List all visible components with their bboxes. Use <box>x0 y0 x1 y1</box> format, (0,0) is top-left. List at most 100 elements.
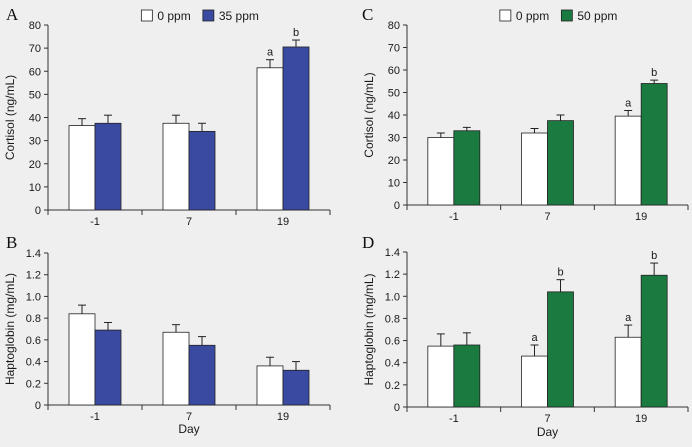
bar <box>162 122 190 211</box>
panel-c: C 0 10 20 30 40 50 60 70 80 -1 7 19 a b Cortisol (ng/mL… <box>362 5 689 223</box>
x-tick-label: 19 <box>635 211 647 223</box>
legend-label: 0 ppm <box>516 9 549 23</box>
panel-b: B 0 0.2 0.4 0.6 0.8 1.0 1.2 1.4 -1 7 19 Haptoglobin … <box>3 233 331 436</box>
legend-swatch <box>140 9 153 22</box>
bar <box>427 137 455 206</box>
y-tick-label: 0 <box>35 400 41 412</box>
bar <box>282 369 310 406</box>
y-tick-label: 40 <box>388 110 400 122</box>
bar <box>282 46 310 211</box>
bar <box>547 120 574 206</box>
y-tick-label: 1.0 <box>26 291 41 303</box>
y-axis-label: Haptoglobin (mg/mL) <box>362 273 376 385</box>
y-axis-label: Haptoglobin (mg/mL) <box>3 273 17 385</box>
y-tick-label: 0 <box>394 200 400 212</box>
legend-swatch <box>499 9 512 22</box>
y-tick-label: 50 <box>388 88 400 100</box>
y-tick-label: 0.8 <box>26 313 41 325</box>
y-tick-label: 80 <box>29 20 41 32</box>
x-axis-label: Day <box>178 422 199 436</box>
bar <box>188 130 216 211</box>
y-axis-label: Cortisol (ng/mL) <box>3 75 17 160</box>
bar <box>94 329 122 406</box>
y-tick-label: 1.2 <box>385 269 400 281</box>
x-tick-label: 7 <box>186 216 192 228</box>
bar <box>453 344 481 408</box>
y-tick-label: 0.2 <box>385 380 400 392</box>
panel-letter: A <box>6 5 19 24</box>
x-tick-label: 19 <box>635 413 647 425</box>
significance-label: b <box>557 267 563 279</box>
y-tick-label: 0 <box>35 205 41 217</box>
y-tick-label: 60 <box>388 65 400 77</box>
y-tick-label: 30 <box>388 133 400 145</box>
y-tick-label: 1.4 <box>385 247 400 259</box>
panel-a: A 0 10 20 30 40 50 60 70 80 -1 7 19 a b Cortisol (ng/mL… <box>3 5 331 228</box>
bar <box>256 67 284 211</box>
legend: 0 ppm 50 ppm <box>499 9 617 23</box>
bar <box>162 331 190 406</box>
significance-label: b <box>651 67 657 79</box>
y-tick-label: 20 <box>388 155 400 167</box>
y-tick-label: 0.4 <box>385 358 400 370</box>
significance-label: a <box>267 47 274 59</box>
x-tick-label: 7 <box>544 413 550 425</box>
x-tick-label: 19 <box>277 411 289 423</box>
bar <box>521 132 548 206</box>
panel-letter: C <box>362 5 373 24</box>
y-tick-label: 40 <box>29 113 41 125</box>
legend-swatch <box>560 9 573 22</box>
legend: 0 ppm 35 ppm <box>140 9 259 23</box>
bar <box>427 345 455 408</box>
y-tick-label: 1.2 <box>26 270 41 282</box>
x-tick-label: 19 <box>277 216 289 228</box>
significance-label: b <box>651 250 657 262</box>
y-tick-label: 20 <box>29 159 41 171</box>
y-tick-label: 70 <box>388 43 400 55</box>
x-tick-label: -1 <box>90 216 100 228</box>
panel-letter: B <box>6 233 17 252</box>
y-tick-label: 0.2 <box>26 378 41 390</box>
y-tick-label: 0 <box>394 402 400 414</box>
y-tick-label: 60 <box>29 66 41 78</box>
legend-label: 50 ppm <box>577 9 617 23</box>
legend-label: 0 ppm <box>157 9 190 23</box>
bar <box>453 130 481 206</box>
significance-label: a <box>625 312 632 324</box>
x-axis-label: Day <box>537 425 558 439</box>
bar <box>68 313 96 406</box>
bar <box>614 115 642 206</box>
y-tick-label: 70 <box>29 43 41 55</box>
bar <box>256 365 284 406</box>
y-tick-label: 10 <box>388 178 400 190</box>
y-tick-label: 80 <box>388 20 400 32</box>
x-tick-label: 7 <box>544 211 550 223</box>
y-axis-label: Cortisol (ng/mL) <box>362 72 376 157</box>
x-tick-label: -1 <box>449 413 459 425</box>
significance-label: a <box>625 98 632 110</box>
panel-d: D 0 0.2 0.4 0.6 0.8 1.0 1.2 1.4 -1 7 19 a a b b Haptoglo… <box>362 233 689 439</box>
bar <box>640 83 668 206</box>
y-tick-label: 0.8 <box>385 313 400 325</box>
panel-letter: D <box>362 233 374 252</box>
significance-label: b <box>293 27 299 39</box>
legend-label: 35 ppm <box>219 9 259 23</box>
x-tick-label: -1 <box>449 211 459 223</box>
bar <box>640 274 668 408</box>
y-tick-label: 0.6 <box>385 336 400 348</box>
y-tick-label: 0.6 <box>26 335 41 347</box>
bar <box>94 122 122 211</box>
significance-label: a <box>531 332 538 344</box>
bar <box>188 344 216 406</box>
y-tick-label: 10 <box>29 182 41 194</box>
bar <box>68 125 96 211</box>
bar <box>547 291 574 408</box>
y-tick-label: 50 <box>29 89 41 101</box>
y-tick-label: 0.4 <box>26 357 41 369</box>
y-tick-label: 1.4 <box>26 248 41 260</box>
y-tick-label: 30 <box>29 136 41 148</box>
x-tick-label: -1 <box>90 411 100 423</box>
bar <box>614 336 642 408</box>
